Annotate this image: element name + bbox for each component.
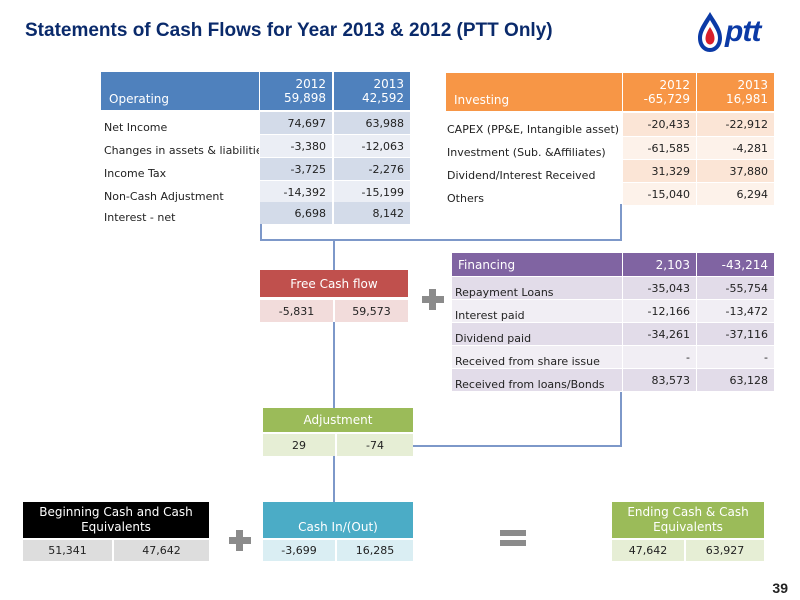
operating-header: Operating	[101, 72, 259, 110]
table-row-label: Net Income	[104, 121, 168, 134]
financing-total-2012: 2,103	[623, 253, 696, 276]
table-row-label: Repayment Loans	[452, 277, 622, 299]
connector-line	[333, 456, 335, 502]
investing-total-2012: -65,729	[643, 92, 690, 106]
financing-header-label: Financing	[458, 257, 516, 272]
table-cell: -55,754	[697, 277, 774, 299]
table-cell: 6,294	[697, 183, 774, 205]
logo-text: ptt	[725, 15, 761, 48]
investing-header-2013: 2013 16,981	[697, 73, 774, 111]
adjustment-2013: -74	[337, 434, 413, 456]
table-cell: 63,988	[334, 112, 410, 134]
table-cell: -14,392	[260, 181, 332, 203]
financing-header: Financing	[452, 253, 622, 276]
connector-line	[333, 239, 335, 270]
beginning-cash-2012: 51,341	[23, 540, 112, 561]
table-cell: -34,261	[623, 323, 696, 345]
table-row-label: Investment (Sub. &Affiliates)	[447, 146, 606, 159]
table-cell: -	[623, 346, 696, 368]
flame-drop-icon	[698, 12, 722, 52]
table-cell: 37,880	[697, 160, 774, 182]
table-cell: 63,128	[697, 369, 774, 391]
table-cell: -20,433	[623, 113, 696, 136]
page-number: 39	[772, 580, 788, 596]
table-cell: -15,040	[623, 183, 696, 205]
table-cell: -3,380	[260, 135, 332, 157]
year-label: 2013	[737, 78, 768, 92]
table-row-label: Interest paid	[452, 300, 622, 322]
header-line: Equivalents	[81, 520, 151, 534]
table-cell: -15,199	[334, 181, 410, 203]
connector-line	[620, 392, 622, 447]
ptt-logo: ptt	[695, 10, 790, 56]
ending-cash-2012: 47,642	[612, 540, 684, 561]
free-cash-flow-2013: 59,573	[335, 300, 408, 322]
table-row-label: Non-Cash Adjustment	[104, 190, 224, 203]
investing-header-label: Investing	[454, 93, 510, 107]
table-cell: 74,697	[260, 112, 332, 134]
table-row-label: Received from loans/Bonds	[452, 369, 622, 391]
header-line: Beginning Cash and Cash	[39, 505, 193, 519]
investing-total-2013: 16,981	[726, 92, 768, 106]
table-row-label: Others	[447, 192, 484, 205]
table-row-label: Interest - net	[104, 211, 176, 224]
adjustment-2012: 29	[263, 434, 335, 456]
investing-header: Investing	[446, 73, 622, 111]
cash-in-out-2013: 16,285	[337, 540, 413, 561]
table-cell: -12,063	[334, 135, 410, 157]
free-cash-flow-2012: -5,831	[260, 300, 333, 322]
table-cell: -35,043	[623, 277, 696, 299]
header-line: Ending Cash & Cash	[627, 505, 749, 519]
connector-line	[260, 224, 262, 241]
cash-in-out-header: Cash In/(Out)	[263, 502, 413, 538]
connector-line	[260, 239, 622, 241]
cash-in-out-2012: -3,699	[263, 540, 335, 561]
table-cell: -61,585	[623, 137, 696, 159]
operating-header-2012: 2012 59,898	[260, 72, 332, 110]
operating-header-label: Operating	[109, 92, 169, 106]
table-cell: 8,142	[334, 202, 410, 224]
free-cash-flow-header: Free Cash flow	[260, 270, 408, 297]
table-row-label: Changes in assets & liabilities	[104, 144, 259, 157]
table-cell: -13,472	[697, 300, 774, 322]
table-row-label: Dividend/Interest Received	[447, 169, 596, 182]
table-cell: -12,166	[623, 300, 696, 322]
table-cell: 6,698	[260, 202, 332, 224]
adjustment-header: Adjustment	[263, 408, 413, 432]
table-row-label: CAPEX (PP&E, Intangible asset)	[447, 123, 620, 136]
operating-total-2012: 59,898	[284, 91, 326, 105]
year-label: 2013	[373, 77, 404, 91]
connector-line	[620, 204, 622, 241]
connector-line	[333, 322, 335, 408]
table-cell: -37,116	[697, 323, 774, 345]
header-line: Equivalents	[653, 520, 723, 534]
table-row-label: Received from share issue	[452, 346, 622, 368]
plus-icon	[422, 289, 444, 310]
table-cell: -3,725	[260, 158, 332, 180]
operating-total-2013: 42,592	[362, 91, 404, 105]
beginning-cash-2013: 47,642	[114, 540, 209, 561]
table-cell: -22,912	[697, 113, 774, 136]
table-row-label: Dividend paid	[452, 323, 622, 345]
table-row-label: Income Tax	[104, 167, 167, 180]
year-label: 2012	[295, 77, 326, 91]
ending-cash-header: Ending Cash & Cash Equivalents	[612, 502, 764, 538]
financing-total-2013: -43,214	[697, 253, 774, 276]
plus-icon	[229, 530, 251, 551]
page-title: Statements of Cash Flows for Year 2013 &…	[25, 20, 553, 41]
year-label: 2012	[659, 78, 690, 92]
beginning-cash-header: Beginning Cash and Cash Equivalents	[23, 502, 209, 538]
table-cell: 83,573	[623, 369, 696, 391]
connector-line	[412, 445, 622, 447]
table-cell: -	[697, 346, 774, 368]
investing-header-2012: 2012 -65,729	[623, 73, 696, 111]
table-cell: -4,281	[697, 137, 774, 159]
table-cell: -2,276	[334, 158, 410, 180]
operating-header-2013: 2013 42,592	[334, 72, 410, 110]
equals-icon	[500, 530, 526, 548]
ending-cash-2013: 63,927	[686, 540, 764, 561]
table-cell: 31,329	[623, 160, 696, 182]
